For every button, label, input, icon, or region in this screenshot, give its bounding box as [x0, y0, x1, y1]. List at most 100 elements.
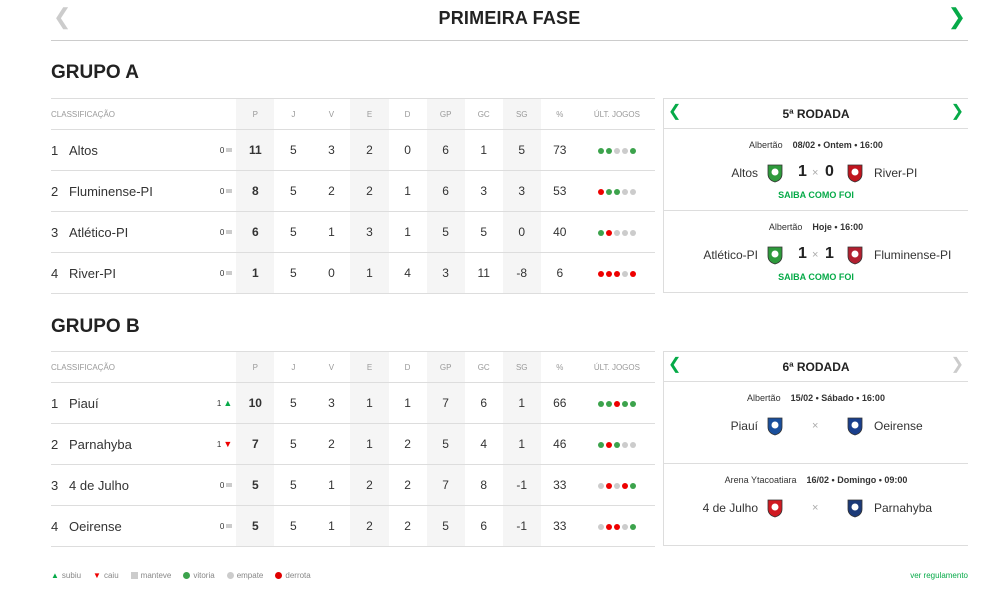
- team-name[interactable]: Parnahyba: [69, 423, 215, 465]
- stat-gc: 11: [464, 252, 503, 294]
- column-header-v: V: [312, 98, 351, 130]
- home-score: 1: [798, 245, 807, 262]
- score-separator: ×: [812, 420, 819, 432]
- round-title: 6ª RODADA: [782, 360, 850, 374]
- draw-dot-icon: [629, 188, 636, 195]
- phase-header: ❮ PRIMEIRA FASE ❯: [51, 0, 968, 41]
- position-variation: 0: [214, 129, 237, 171]
- column-header-classificacao: CLASSIFICAÇÃO: [51, 98, 237, 130]
- next-round-chevron-right-icon[interactable]: ❯: [950, 103, 964, 120]
- legend-item-subiu: ▲ subiu: [51, 571, 81, 580]
- arrow-down-icon: ▼: [93, 571, 101, 580]
- match-details-link[interactable]: SAIBA COMO FOI: [778, 272, 854, 282]
- next-phase-chevron-right-icon[interactable]: ❯: [947, 4, 966, 29]
- home-team-crest-icon: [767, 164, 783, 183]
- rules-link[interactable]: ver regulamento: [910, 571, 968, 580]
- column-header-j: J: [274, 351, 313, 383]
- stat-j: 5: [274, 423, 313, 465]
- match-venue: Albertão: [747, 393, 781, 403]
- last-games: [578, 423, 655, 465]
- away-score: 0: [825, 163, 834, 180]
- team-name[interactable]: Atlético-PI: [69, 211, 215, 253]
- stat-sg: -8: [502, 252, 541, 294]
- last-games: [578, 382, 655, 424]
- match-card[interactable]: Albertão 08/02 • Ontem • 16:00 Altos 1 × 0 Ri…: [664, 129, 968, 211]
- next-round-chevron-right-icon[interactable]: ❯: [950, 356, 964, 373]
- table-row[interactable]: 2 Fluminense-PI 0 8 5 2 2 1 6 3 3 53: [51, 170, 655, 212]
- variation-value: 0: [219, 521, 225, 531]
- stat-gp: 6: [426, 129, 465, 171]
- table-row[interactable]: 1 Piauí 1 ▲ 10 5 3 1 1 7 6 1 66: [51, 382, 655, 424]
- team-name[interactable]: River-PI: [69, 252, 215, 294]
- away-team[interactable]: Parnahyba: [874, 501, 933, 515]
- column-header-p: P: [236, 98, 275, 130]
- home-team[interactable]: 4 de Julho: [702, 501, 758, 515]
- stat-j: 5: [274, 464, 313, 506]
- draw-dot-icon: [613, 482, 620, 489]
- match-datetime: 08/02 • Ontem • 16:00: [792, 140, 883, 150]
- arrow-down-icon: ▼: [223, 439, 233, 449]
- stat-d: 1: [388, 170, 427, 212]
- team-name[interactable]: Piauí: [69, 382, 215, 424]
- column-header-v: V: [312, 351, 351, 383]
- position: 2: [51, 170, 70, 212]
- column-header-e: E: [350, 351, 389, 383]
- away-team[interactable]: Fluminense-PI: [874, 248, 952, 262]
- stat-p: 8: [236, 170, 275, 212]
- team-name[interactable]: Oeirense: [69, 505, 215, 547]
- loss-dot-icon: [613, 523, 620, 530]
- last-games: [578, 170, 655, 212]
- home-team[interactable]: Altos: [731, 166, 758, 180]
- position: 3: [51, 211, 70, 253]
- stat-p: 7: [236, 423, 275, 465]
- table-row[interactable]: 4 Oeirense 0 5 5 1 2 2 5 6 -1 33: [51, 505, 655, 547]
- team-name[interactable]: 4 de Julho: [69, 464, 215, 506]
- stat-gp: 7: [426, 464, 465, 506]
- win-dot-icon: [597, 229, 604, 236]
- column-header-gc: GC: [464, 351, 503, 383]
- team-name[interactable]: Fluminense-PI: [69, 170, 215, 212]
- position-variation: 0: [214, 464, 237, 506]
- position: 4: [51, 252, 70, 294]
- last-games: [578, 505, 655, 547]
- team-name[interactable]: Altos: [69, 129, 215, 171]
- stat-e: 3: [350, 211, 389, 253]
- match-details-link[interactable]: SAIBA COMO FOI: [778, 190, 854, 200]
- table-row[interactable]: 4 River-PI 0 1 5 0 1 4 3 11 -8 6: [51, 252, 655, 294]
- table-row[interactable]: 2 Parnahyba 1 ▼ 7 5 2 1 2 5 4 1 46: [51, 423, 655, 465]
- square-icon: [226, 524, 233, 529]
- legend-item-vitoria: vitoria: [183, 571, 215, 580]
- away-team[interactable]: Oeirense: [874, 419, 923, 433]
- stat-d: 2: [388, 505, 427, 547]
- stat-v: 2: [312, 170, 351, 212]
- stat-d: 1: [388, 211, 427, 253]
- dot-icon: [183, 572, 191, 579]
- column-header-j: J: [274, 98, 313, 130]
- match-card[interactable]: Albertão 15/02 • Sábado • 16:00 Piauí × Oei…: [664, 382, 968, 464]
- prev-round-chevron-left-icon[interactable]: ❮: [668, 356, 682, 373]
- last-games: [578, 252, 655, 294]
- home-team[interactable]: Atlético-PI: [703, 248, 758, 262]
- home-team[interactable]: Piauí: [730, 419, 758, 433]
- stat-d: 0: [388, 129, 427, 171]
- column-header-last: ÚLT. JOGOS: [578, 351, 655, 383]
- loss-dot-icon: [605, 270, 612, 277]
- column-header-last: ÚLT. JOGOS: [578, 98, 655, 130]
- stat-e: 1: [350, 382, 389, 424]
- square-icon: [226, 271, 233, 276]
- prev-round-chevron-left-icon[interactable]: ❮: [668, 103, 682, 120]
- match-card[interactable]: Arena Ytacoatiara 16/02 • Domingo • 09:0…: [664, 464, 968, 546]
- match-card[interactable]: Albertão Hoje • 16:00 Atlético-PI 1 × 1 Flumi…: [664, 211, 968, 293]
- score-separator: ×: [812, 167, 819, 179]
- stat-v: 1: [312, 211, 351, 253]
- prev-phase-chevron-left-icon[interactable]: ❮: [53, 4, 72, 29]
- away-team[interactable]: River-PI: [874, 166, 918, 180]
- table-row[interactable]: 1 Altos 0 11 5 3 2 0 6 1 5 73: [51, 129, 655, 171]
- square-icon: [226, 189, 233, 194]
- round-header: ❮ 6ª RODADA ❯: [664, 351, 968, 382]
- legend-label: vitoria: [193, 571, 215, 580]
- stat-sg: 1: [502, 382, 541, 424]
- table-row[interactable]: 3 Atlético-PI 0 6 5 1 3 1 5 5 0 40: [51, 211, 655, 253]
- stat-pct: 53: [540, 170, 579, 212]
